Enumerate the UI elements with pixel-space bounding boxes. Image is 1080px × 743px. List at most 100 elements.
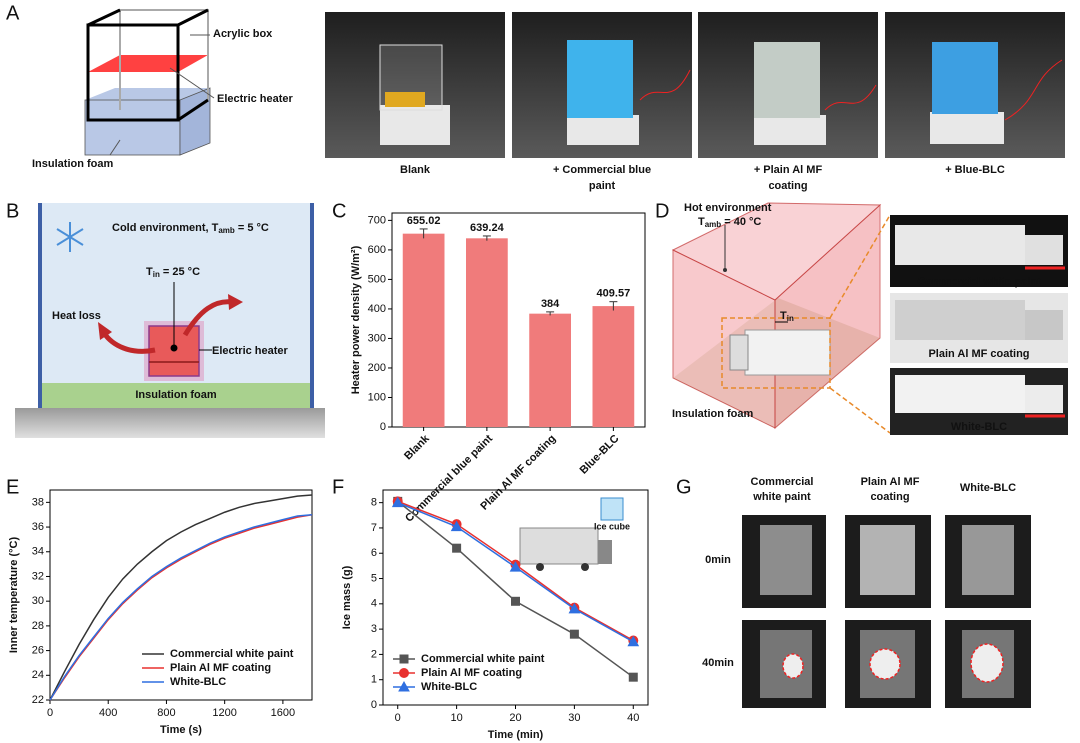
y-tick-label: 36: [32, 521, 44, 533]
y-tick-label: 38: [32, 496, 44, 508]
caption: Blank: [400, 164, 431, 176]
label: Cold environment, Tamb = 5 °C: [112, 222, 269, 235]
column-header: Commercial: [751, 476, 814, 488]
panel-letter: E: [6, 476, 19, 498]
y-tick-label: 5: [371, 572, 377, 584]
panel-letter: F: [332, 476, 344, 498]
line: [49, 494, 313, 701]
hot-diagram: [671, 202, 1068, 435]
y-axis-label: Ice mass (g): [341, 565, 353, 629]
y-tick-label: 400: [368, 303, 386, 315]
y-tick-label: 200: [368, 362, 386, 374]
photo: [325, 12, 505, 158]
y-tick-label: 7: [371, 522, 377, 534]
marker: [399, 668, 409, 678]
caption: + Blue-BLC: [945, 164, 1005, 176]
x-tick-label: 20: [509, 712, 521, 724]
column-header: Plain Al MF: [861, 476, 920, 488]
marker: [398, 680, 410, 692]
x-axis-label: Time (min): [488, 729, 544, 741]
x-tick-label: 400: [99, 707, 117, 719]
caption: + Commercial blue: [553, 164, 651, 176]
caption: White-BLC: [951, 421, 1007, 433]
marker: [569, 629, 579, 639]
y-axis-label: Heater power density (W/m²): [350, 245, 362, 394]
y-tick-label: 26: [32, 644, 44, 656]
x-axis-label: Time (s): [160, 724, 202, 736]
y-tick-label: 0: [371, 699, 377, 711]
column-header: white paint: [752, 491, 811, 503]
x-tick-label: 1200: [212, 707, 236, 719]
y-tick-label: 4: [371, 598, 377, 610]
legend-label: Commercial white paint: [421, 653, 545, 665]
y-tick-label: 28: [32, 620, 44, 632]
label: Tin = 25 °C: [146, 266, 200, 279]
y-tick-label: 34: [32, 546, 44, 558]
x-tick-label: Blue-BLC: [578, 433, 622, 477]
label: Heat loss: [52, 310, 101, 322]
legend-label: Plain Al MF coating: [421, 667, 522, 679]
y-tick-label: 600: [368, 244, 386, 256]
bar: [592, 306, 635, 427]
caption: Plain Al MF coating: [928, 348, 1029, 360]
y-tick-label: 22: [32, 694, 44, 706]
caption: coating: [768, 180, 807, 192]
data-label: 409.57: [597, 288, 631, 300]
legend-label: Commercial white paint: [170, 648, 294, 660]
label: Insulation foam: [32, 158, 114, 170]
legend-label: Plain Al MF coating: [170, 662, 271, 674]
marker: [450, 520, 463, 532]
marker: [399, 654, 409, 664]
x-tick-label: 10: [450, 712, 462, 724]
annotation: Ice cube: [594, 521, 630, 531]
x-tick-label: 1600: [271, 707, 295, 719]
marker: [391, 496, 404, 508]
marker: [452, 543, 462, 553]
label: Tamb = 40 °C: [698, 216, 761, 229]
y-tick-label: 3: [371, 623, 377, 635]
label: Acrylic box: [213, 28, 273, 40]
legend-label: White-BLC: [421, 681, 477, 693]
caption: + Plain Al MF: [754, 164, 823, 176]
line: [49, 513, 313, 701]
y-tick-label: 24: [32, 669, 44, 681]
x-tick-label: 0: [395, 712, 401, 724]
y-tick-label: 1: [371, 674, 377, 686]
y-tick-label: 100: [368, 391, 386, 403]
y-tick-label: 6: [371, 547, 377, 559]
bar: [466, 238, 508, 427]
y-tick-label: 2: [371, 648, 377, 660]
y-tick-label: 0: [380, 421, 386, 433]
label: Tin: [780, 310, 794, 323]
panel-letter: C: [332, 200, 346, 222]
column-header: coating: [870, 491, 909, 503]
panel-letter: A: [6, 2, 20, 24]
legend-label: White-BLC: [170, 676, 226, 688]
marker: [568, 602, 581, 614]
label: Electric heater: [217, 93, 294, 105]
line: [49, 513, 313, 701]
y-tick-label: 30: [32, 595, 44, 607]
panel-letter: G: [676, 476, 692, 498]
plot-frame: [391, 212, 646, 428]
label: Insulation foam: [672, 408, 754, 420]
truck-icon: [519, 497, 624, 571]
photo: [885, 12, 1065, 158]
caption: Commercial white paint: [917, 276, 1041, 288]
row-label: 0min: [705, 554, 731, 566]
label: Insulation foam: [135, 389, 217, 401]
y-tick-label: 500: [368, 273, 386, 285]
marker: [628, 672, 638, 682]
marker: [511, 596, 520, 606]
x-tick-label: 800: [157, 707, 175, 719]
panel-letter: D: [655, 200, 669, 222]
y-tick-label: 32: [32, 570, 44, 582]
label: Electric heater: [212, 345, 289, 357]
cold-diagram: [15, 203, 325, 438]
bar: [402, 233, 445, 427]
caption: paint: [589, 180, 616, 192]
x-tick-label: 0: [47, 707, 53, 719]
ice-photos: [742, 515, 1031, 708]
marker: [627, 635, 640, 647]
